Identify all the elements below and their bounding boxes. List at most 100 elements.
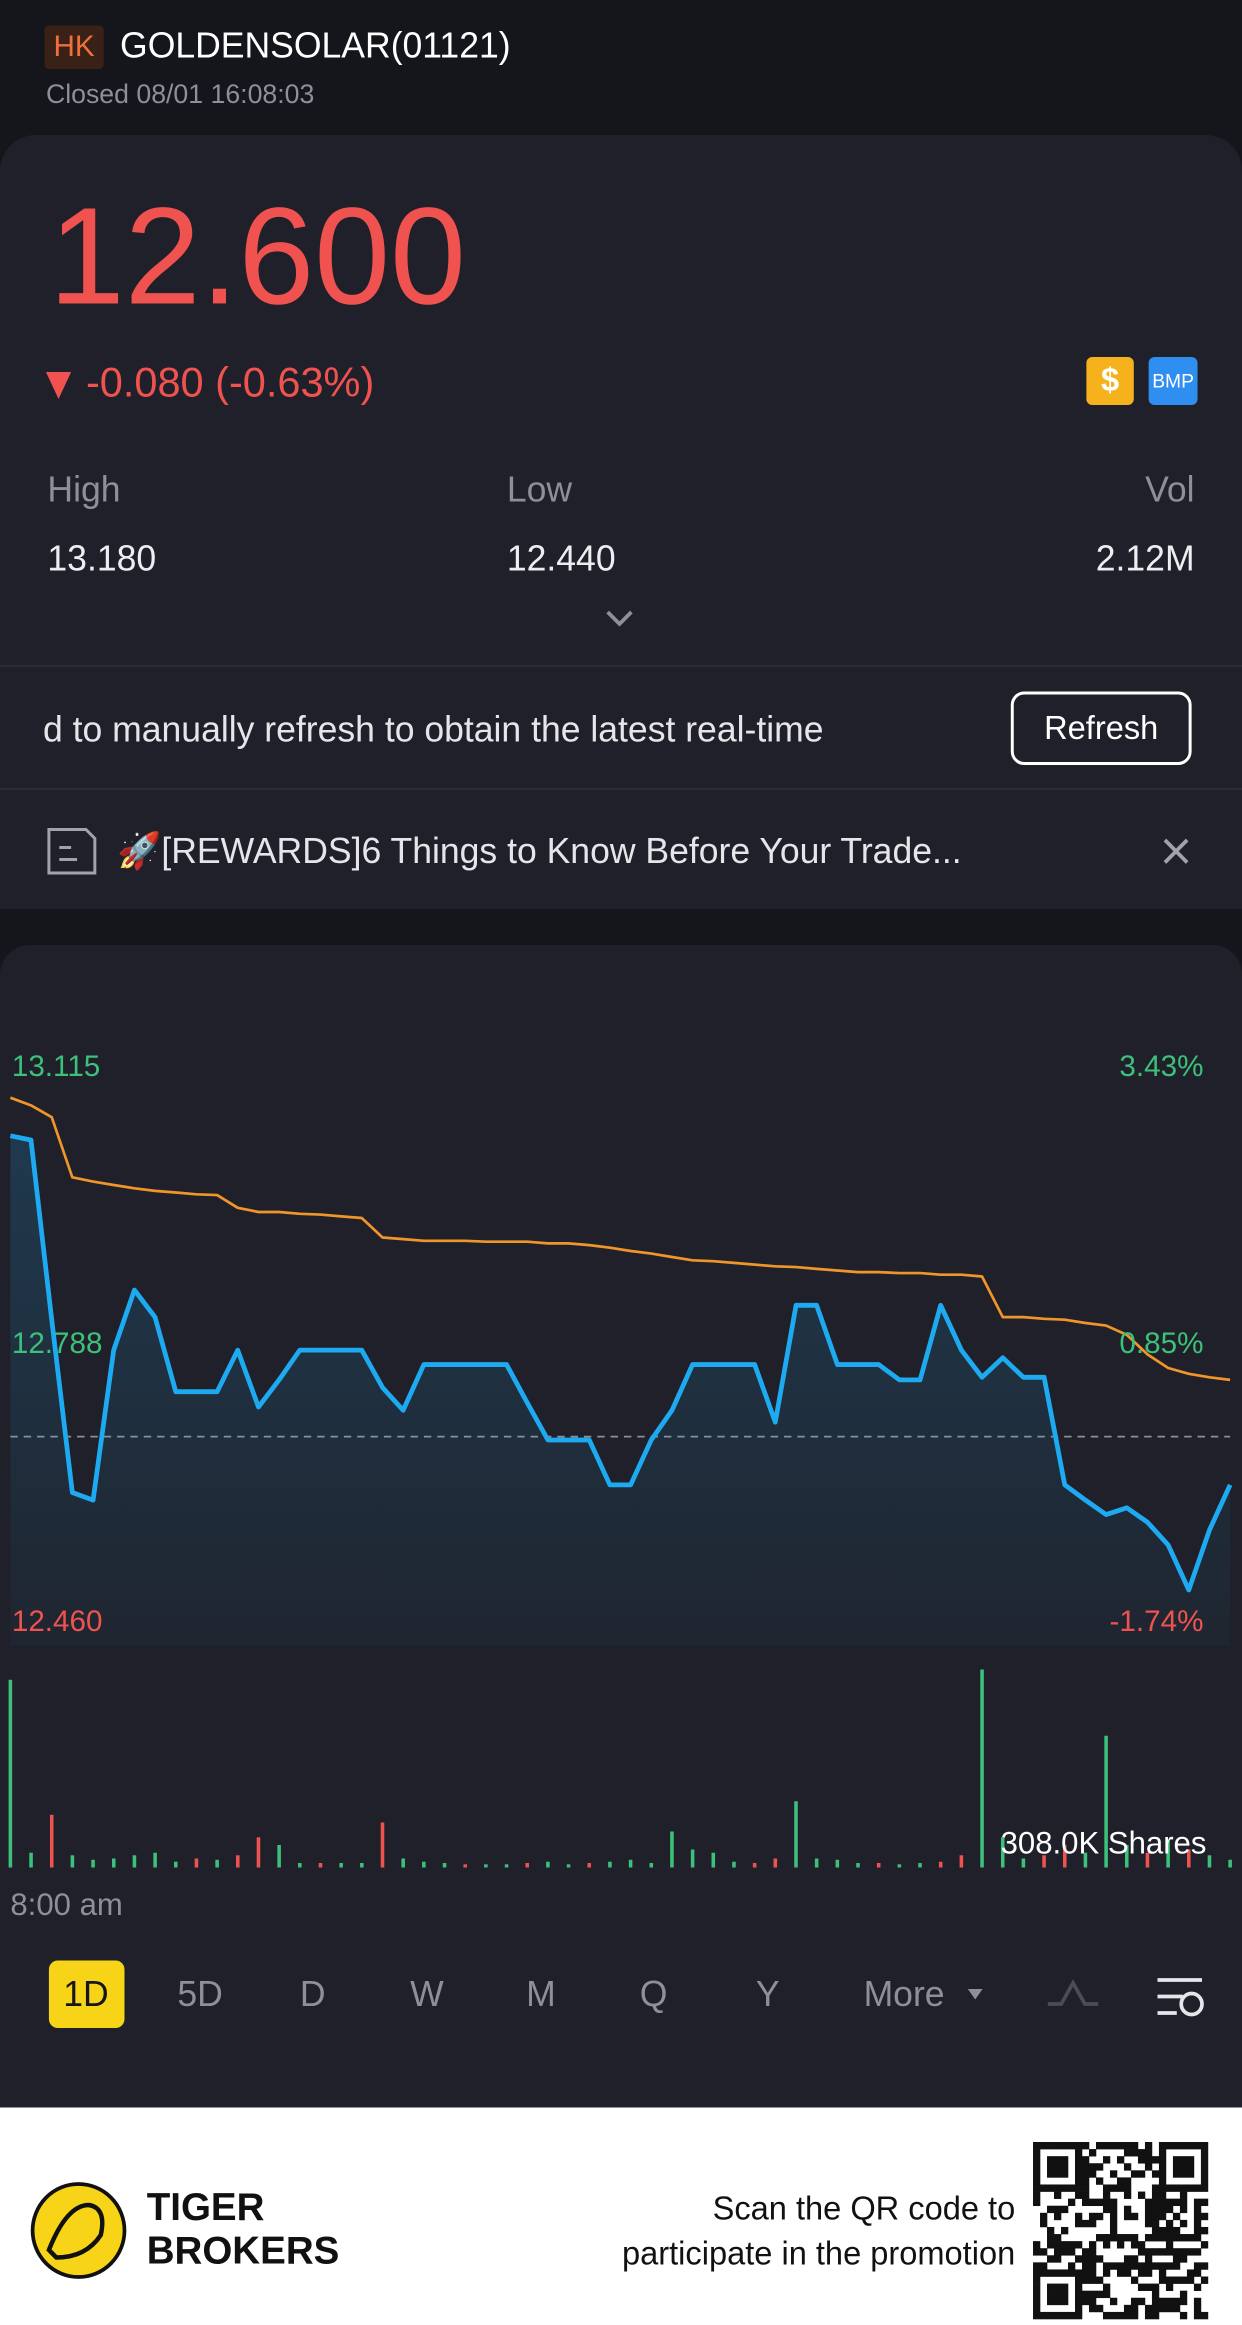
qr-module xyxy=(1165,2248,1174,2256)
qr-module xyxy=(1165,2297,1174,2306)
qr-module xyxy=(1040,2142,1048,2150)
qr-module xyxy=(1054,2212,1062,2221)
qr-module xyxy=(1074,2290,1083,2299)
qr-module xyxy=(1172,2248,1181,2256)
qr-module xyxy=(1061,2226,1069,2235)
qr-module xyxy=(1047,2255,1055,2263)
period-tab[interactable]: 1D xyxy=(63,1974,108,2014)
notice-text: d to manually refresh to obtain the late… xyxy=(43,709,824,749)
period-tab[interactable]: Q xyxy=(640,1974,668,2014)
qr-module xyxy=(1047,2163,1055,2171)
volume-bar xyxy=(318,1863,323,1868)
qr-module xyxy=(1081,2191,1090,2199)
volume-bar xyxy=(1207,1855,1212,1868)
qr-module xyxy=(1200,2241,1209,2249)
volume-bar xyxy=(153,1852,157,1868)
qr-module xyxy=(1081,2269,1090,2277)
quote-panel xyxy=(0,135,1242,945)
down-arrow xyxy=(45,372,72,399)
close-news[interactable] xyxy=(1163,838,1189,864)
qr-module xyxy=(1158,2234,1167,2242)
volume-bar xyxy=(298,1863,302,1868)
period-tab[interactable]: M xyxy=(526,1974,556,2014)
qr-module xyxy=(1144,2219,1153,2228)
period-tab[interactable]: Y xyxy=(756,1974,780,2014)
qr-module xyxy=(1102,2191,1111,2199)
change: -0.080 (-0.63%) xyxy=(86,358,374,405)
qr-module xyxy=(1074,2163,1083,2171)
qr-module xyxy=(1158,2156,1167,2164)
period-tab[interactable]: More xyxy=(864,1974,945,2014)
period-tab[interactable]: 5D xyxy=(177,1974,222,2014)
expand-chevron[interactable] xyxy=(606,610,633,627)
volume-bar xyxy=(1124,1845,1129,1868)
qr-module xyxy=(1179,2297,1188,2306)
volume-bar xyxy=(773,1858,778,1868)
stat-label: High xyxy=(47,469,120,509)
qr-module xyxy=(1130,2241,1139,2249)
y-tick-label: 12.788 xyxy=(12,1327,103,1360)
volume-bar xyxy=(525,1863,530,1868)
qr-module xyxy=(1040,2311,1048,2320)
qr-module xyxy=(1179,2290,1188,2299)
qr-module xyxy=(1109,2262,1118,2270)
qr-module xyxy=(1172,2226,1181,2235)
qr-module xyxy=(1040,2212,1048,2221)
volume-bar xyxy=(173,1861,178,1868)
qr-module xyxy=(1158,2205,1167,2214)
qr-module xyxy=(1179,2248,1188,2256)
volume-bar xyxy=(628,1859,633,1868)
qr-module xyxy=(1095,2234,1104,2242)
tab-highlight[interactable] xyxy=(48,1960,125,2029)
qr-module xyxy=(1200,2212,1209,2221)
qr-module xyxy=(1116,2311,1125,2320)
qr-module xyxy=(1033,2198,1041,2207)
qr-module xyxy=(1158,2248,1167,2256)
badge xyxy=(1086,357,1134,405)
dropdown-caret[interactable] xyxy=(967,1989,983,2000)
qr-module xyxy=(1158,2170,1167,2178)
indicator-icon[interactable] xyxy=(1047,1979,1099,2006)
qr-module xyxy=(1102,2234,1111,2242)
qr-module xyxy=(1130,2234,1139,2242)
qr-module xyxy=(1130,2170,1139,2178)
volume-bar xyxy=(1042,1855,1046,1868)
qr-module xyxy=(1172,2142,1181,2150)
settings-icon[interactable] xyxy=(1157,1978,1204,2017)
qr-module xyxy=(1102,2156,1111,2164)
qr-module xyxy=(1109,2142,1118,2150)
qr-module xyxy=(1074,2311,1083,2320)
refresh-label[interactable]: Refresh xyxy=(1044,709,1158,746)
qr-module xyxy=(1033,2276,1041,2284)
qr-module xyxy=(1116,2234,1125,2242)
qr-module xyxy=(1179,2142,1188,2150)
logo xyxy=(30,2182,127,2279)
qr-module xyxy=(1144,2198,1153,2207)
qr-module xyxy=(1123,2149,1132,2157)
qr-module xyxy=(1033,2170,1041,2178)
volume-bar xyxy=(91,1859,95,1868)
qr-module xyxy=(1144,2304,1153,2313)
qr-module xyxy=(1123,2269,1132,2277)
volume-bar xyxy=(794,1801,798,1868)
period-tab[interactable]: D xyxy=(300,1974,326,2014)
qr-module xyxy=(1200,2156,1209,2164)
qr-module xyxy=(1151,2283,1160,2291)
volume-bar xyxy=(1062,1845,1067,1868)
qr-module xyxy=(1061,2290,1069,2299)
qr-module xyxy=(1200,2311,1209,2320)
qr-module xyxy=(1074,2269,1083,2277)
period-tab[interactable]: W xyxy=(410,1974,444,2014)
volume-bar xyxy=(256,1837,261,1868)
qr-module xyxy=(1165,2219,1174,2228)
refresh-button[interactable] xyxy=(1010,691,1192,765)
qr-module xyxy=(1172,2304,1181,2313)
qr-module xyxy=(1123,2255,1132,2263)
qr-module xyxy=(1158,2276,1167,2284)
news-text[interactable]: 🚀[REWARDS]6 Things to Know Before Your T… xyxy=(117,830,962,871)
y2-tick-label: 0.85% xyxy=(1119,1327,1203,1360)
qr-module xyxy=(1123,2262,1132,2270)
qr-module xyxy=(1074,2212,1083,2221)
qr-module xyxy=(1054,2191,1062,2199)
qr-module xyxy=(1095,2142,1104,2150)
